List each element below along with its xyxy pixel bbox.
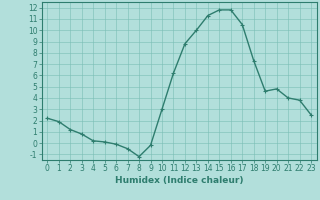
X-axis label: Humidex (Indice chaleur): Humidex (Indice chaleur) bbox=[115, 176, 244, 185]
